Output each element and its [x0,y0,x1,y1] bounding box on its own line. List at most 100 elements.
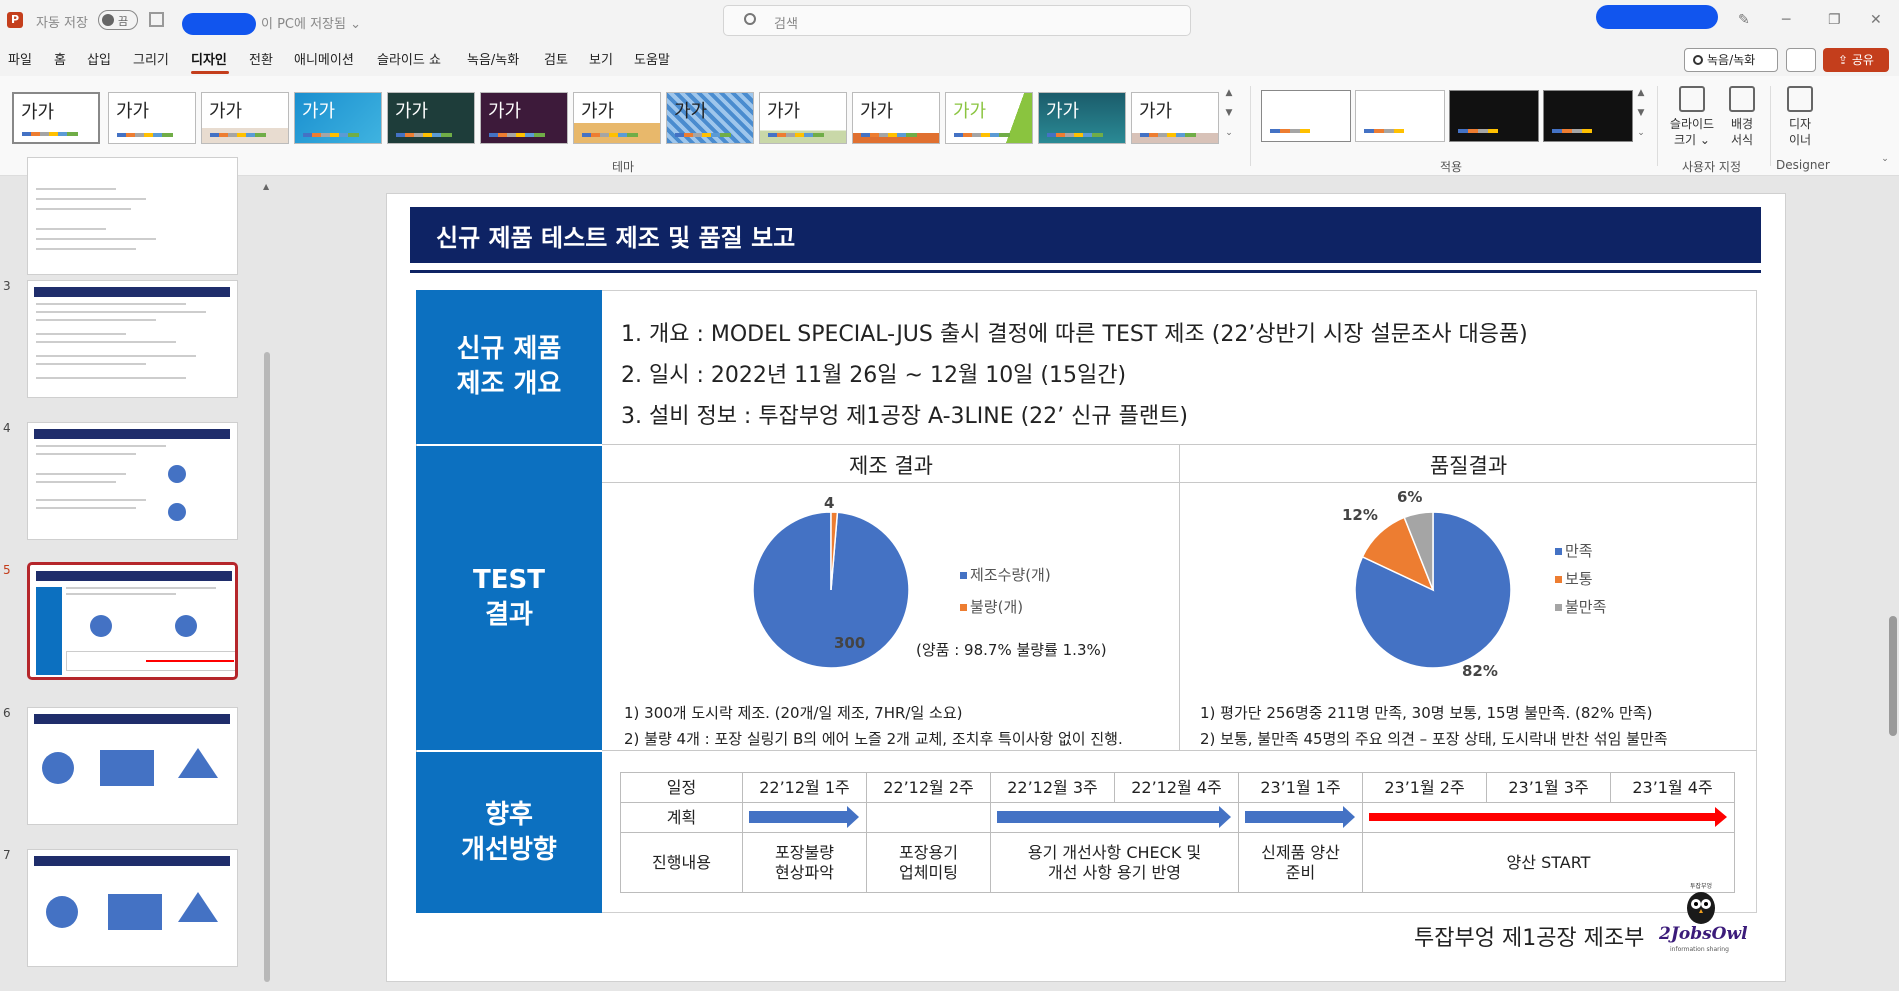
slide-thumbnail-6[interactable] [27,707,238,825]
slide-canvas[interactable]: 신규 제품 테스트 제조 및 품질 보고 신규 제품 제조 개요 TEST 결과… [386,193,1786,982]
week-header: 22’12월 4주 [1114,772,1239,803]
save-icon[interactable] [149,12,164,27]
theme-2[interactable]: 가가 [108,92,196,144]
manufacturing-result-header: 제조 결과 [849,454,933,478]
slide-thumbnail-4[interactable] [27,422,238,540]
slide-thumbnail-pane: 3 4 5 6 7 [0,157,265,991]
slide-number: 4 [3,421,11,435]
ribbon-collapse[interactable]: ⌄ [1881,154,1889,164]
variant-3[interactable] [1449,90,1539,142]
plan-arrow [749,806,859,828]
theme-office[interactable]: 가가 [12,92,100,144]
logo-text: 2JobsOwl [1659,924,1748,944]
theme-7[interactable]: 가가 [573,92,661,144]
designer-icon [1787,86,1813,112]
task-cell: 신제품 양산 준비 [1238,832,1363,893]
powerpoint-icon: P [7,12,23,28]
section-future-label: 향후 개선방향 [416,752,602,913]
quality-note-2: 2) 보통, 불만족 45명의 주요 의견 – 포장 상태, 도시락내 반찬 섞… [1200,730,1668,748]
overview-line-1: 1. 개요 : MODEL SPECIAL-JUS 출시 결정에 따른 TEST… [621,322,1528,347]
menu-view[interactable]: 보기 [589,53,613,68]
row-label-plan: 계획 [620,802,743,833]
menu-review[interactable]: 검토 [544,53,568,68]
theme-3[interactable]: 가가 [201,92,289,144]
slide-thumbnail-7[interactable] [27,849,238,967]
thumbnail-scrollbar[interactable]: ▲ [263,182,271,982]
menu-file[interactable]: 파일 [8,53,32,68]
restore-button[interactable]: ❐ [1828,12,1841,28]
design-ribbon: 가가 가가 가가 가가 가가 가가 가가 가가 가가 가가 가가 가가 가가 ▲… [0,76,1899,176]
theme-5[interactable]: 가가 [387,92,475,144]
section-overview-label: 신규 제품 제조 개요 [416,290,602,444]
share-button[interactable]: ⇪ 공유 [1823,48,1889,72]
theme-8[interactable]: 가가 [666,92,754,144]
theme-13[interactable]: 가가 [1131,92,1219,144]
format-background-button[interactable]: 배경 서식 [1722,86,1762,148]
title-bar: P 자동 저장 끔 이 PC에 저장됨 ⌄ 검색 ✎ ─ ❐ ✕ [0,0,1899,40]
slide-number: 6 [3,706,11,720]
save-location[interactable]: 이 PC에 저장됨 ⌄ [261,17,362,32]
theme-9[interactable]: 가가 [759,92,847,144]
variant-4[interactable] [1543,90,1633,142]
title-underline [410,270,1761,273]
week-header: 23’1월 3주 [1486,772,1611,803]
theme-11[interactable]: 가가 [945,92,1033,144]
row-label-schedule: 일정 [620,772,743,803]
redaction-mark [182,13,256,35]
logo-tagline: information sharing [1670,946,1729,953]
manufacturing-pie-chart [753,512,909,668]
themes-scroll-down[interactable]: ▼ [1225,108,1233,118]
row-label-progress: 진행내용 [620,832,743,893]
slide-thumbnail-2[interactable] [27,157,238,275]
record-button[interactable]: 녹음/녹화 [1684,48,1778,72]
plan-arrow [997,806,1231,828]
task-cell: 포장용기 업체미팅 [866,832,991,893]
slide-thumbnail-3[interactable] [27,280,238,398]
theme-10[interactable]: 가가 [852,92,940,144]
menu-transitions[interactable]: 전환 [249,53,273,68]
pie-label-good: 300 [834,634,866,652]
pen-icon[interactable]: ✎ [1738,12,1750,28]
close-button[interactable]: ✕ [1870,12,1882,28]
variants-scroll-up[interactable]: ▲ [1637,88,1645,98]
autosave-toggle[interactable]: 끔 [98,10,138,30]
variants-more[interactable]: ⌄ [1637,128,1645,138]
menu-animations[interactable]: 애니메이션 [294,53,354,68]
search-box[interactable]: 검색 [723,5,1191,36]
plan-arrow [1245,806,1355,828]
slide-number-current: 5 [3,563,11,577]
theme-6[interactable]: 가가 [480,92,568,144]
plan-cell [742,802,867,833]
designer-button[interactable]: 디자 이너 [1778,86,1822,148]
variant-1[interactable] [1261,90,1351,142]
themes-scroll-up[interactable]: ▲ [1225,88,1233,98]
legend-defect: 불량(개) [960,596,1023,617]
comment-button[interactable] [1786,48,1816,72]
menu-draw[interactable]: 그리기 [133,53,169,68]
themes-more[interactable]: ⌄ [1225,128,1233,138]
slide-size-button[interactable]: 슬라이드 크기 ⌄ [1666,86,1718,148]
active-tab-indicator [191,71,229,74]
slide-thumbnail-5-current[interactable] [27,562,238,680]
variants-scroll-down[interactable]: ▼ [1637,108,1645,118]
variants-group-label: 적용 [1440,160,1463,174]
menu-help[interactable]: 도움말 [634,53,670,68]
menu-home[interactable]: 홈 [54,53,66,68]
slide-scrollbar[interactable] [1886,176,1899,991]
task-cell: 용기 개선사항 CHECK 및 개선 사항 용기 반영 [990,832,1239,893]
format-background-icon [1729,86,1755,112]
theme-12[interactable]: 가가 [1038,92,1126,144]
theme-4[interactable]: 가가 [294,92,382,144]
owl-logo-icon: 투잡부엉 [1687,882,1715,924]
menu-bar: 파일 홈 삽입 그리기 디자인 전환 애니메이션 슬라이드 쇼 녹음/녹화 검토… [0,40,1899,76]
task-cell: 양산 START [1362,832,1735,893]
variant-2[interactable] [1355,90,1445,142]
menu-insert[interactable]: 삽입 [87,53,111,68]
menu-slideshow[interactable]: 슬라이드 쇼 [377,53,441,68]
quality-result-header: 품질결과 [1429,454,1508,478]
minimize-button[interactable]: ─ [1782,12,1791,28]
menu-design[interactable]: 디자인 [191,53,227,68]
legend-dissatisfied: 불만족 [1555,596,1606,617]
customize-group-label: 사용자 지정 [1682,160,1742,174]
menu-recording[interactable]: 녹음/녹화 [467,53,520,68]
